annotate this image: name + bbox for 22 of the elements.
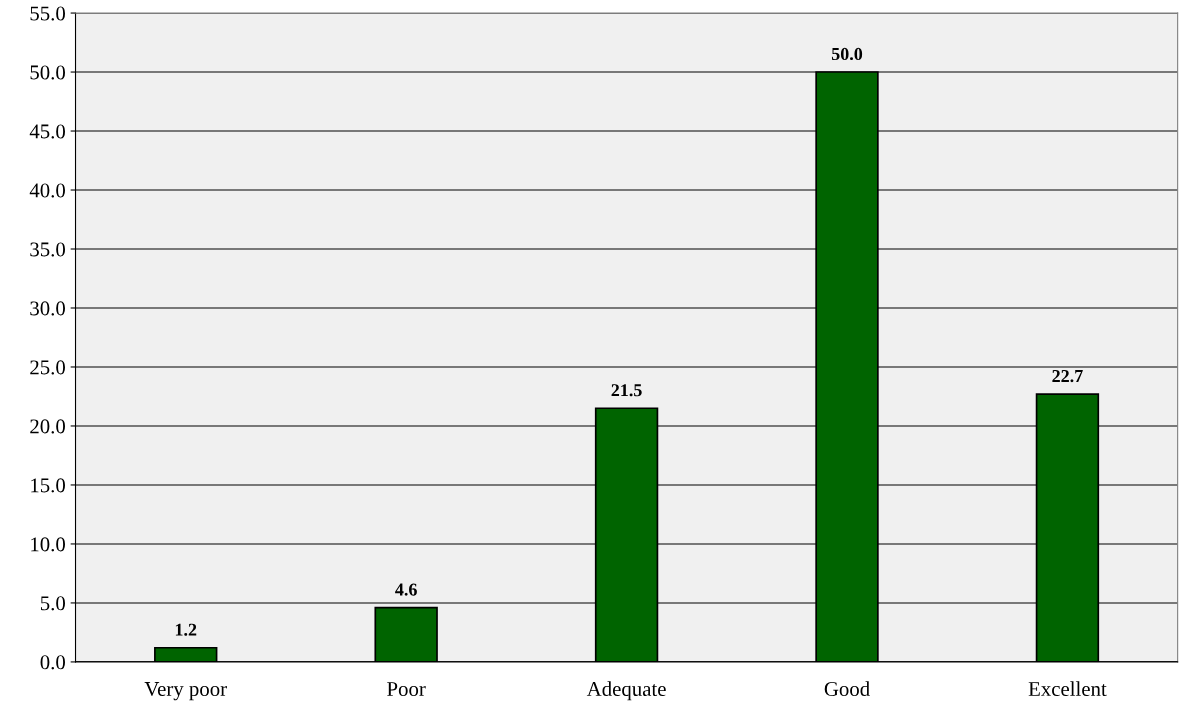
data-label: 50.0 [831, 47, 863, 61]
y-tick-label: 35.0 [30, 242, 65, 257]
x-tick-label: Good [824, 681, 870, 697]
y-tick-label: 15.0 [31, 478, 65, 493]
x-tick-label: Very poor [144, 682, 227, 701]
y-tick-label: 50.0 [30, 65, 65, 80]
x-tick-label: Excellent [1028, 681, 1107, 697]
x-tick-label: Poor [387, 682, 426, 697]
data-label: 22.7 [1052, 369, 1083, 383]
y-tick-label: 10.0 [31, 537, 65, 552]
x-tick-label: Adequate [586, 681, 666, 701]
y-tick-label: 5.0 [40, 596, 65, 611]
y-tick-label: 40.0 [29, 183, 65, 198]
y-tick-label: 55.0 [30, 6, 65, 21]
y-tick-label: 25.0 [30, 360, 65, 375]
data-label: 4.6 [395, 583, 417, 596]
data-label: 21.5 [611, 384, 642, 397]
y-tick-label: 20.0 [30, 419, 65, 434]
y-tick-label: 0.0 [40, 655, 65, 670]
y-tick-label: 30.0 [30, 301, 65, 316]
data-label: 1.2 [175, 623, 197, 636]
y-tick-label: 45.0 [29, 124, 65, 139]
